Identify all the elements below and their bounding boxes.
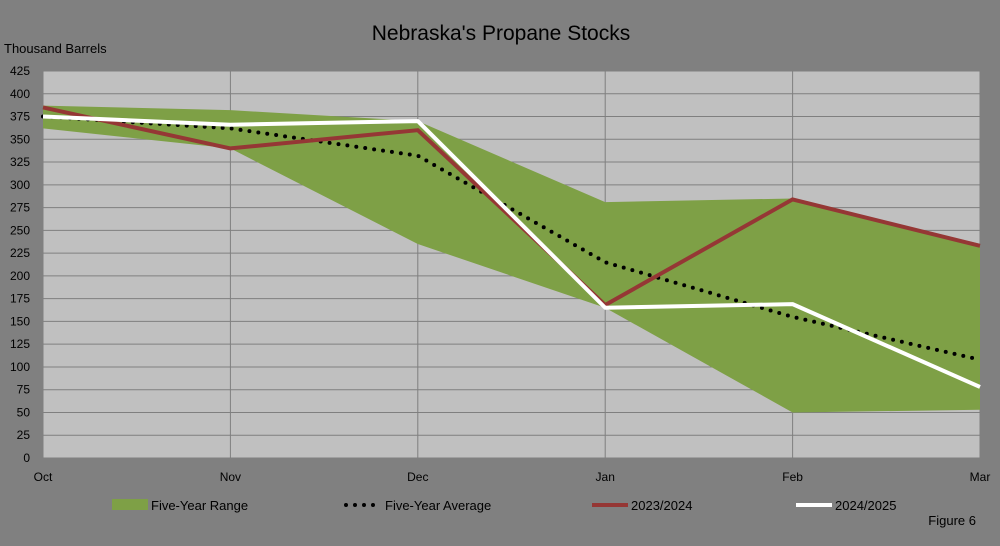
chart-title: Nebraska's Propane Stocks	[372, 22, 630, 45]
y-tick-label: 425	[10, 64, 30, 78]
legend-label-five-year-range: Five-Year Range	[151, 498, 248, 513]
x-tick-labels: Oct Nov Dec Jan Feb Mar	[34, 470, 991, 484]
legend-label-five-year-average: Five-Year Average	[385, 498, 491, 513]
y-tick-label: 300	[10, 178, 30, 192]
y-tick-labels: 0 25 50 75 100 125 150 175 200 225 250 275 300 325 350…	[10, 64, 30, 465]
five-year-range-area	[43, 105, 980, 413]
legend-label-2024-2025: 2024/2025	[835, 498, 896, 513]
y-tick-label: 375	[10, 110, 30, 124]
y-tick-label: 200	[10, 269, 30, 283]
y-tick-label: 325	[10, 155, 30, 169]
x-tick-label: Mar	[970, 470, 991, 484]
series-lines	[41, 105, 982, 389]
y-axis-label: Thousand Barrels	[4, 41, 107, 56]
x-tick-label: Jan	[596, 470, 615, 484]
y-tick-label: 175	[10, 292, 30, 306]
legend-label-2023-2024: 2023/2024	[631, 498, 692, 513]
five-year-range-band	[43, 105, 980, 413]
y-tick-label: 25	[17, 428, 31, 442]
x-tick-label: Nov	[220, 470, 241, 484]
series-line-2024-2025	[42, 114, 981, 389]
legend: Five-Year Range Five-Year Average 2023/202…	[112, 498, 896, 513]
figure-label: Figure 6	[928, 513, 976, 528]
y-tick-label: 400	[10, 87, 30, 101]
y-tick-label: 250	[10, 223, 30, 237]
y-tick-label: 150	[10, 314, 30, 328]
y-tick-label: 50	[17, 405, 31, 419]
x-tick-label: Feb	[782, 470, 803, 484]
y-tick-label: 75	[17, 383, 31, 397]
y-tick-label: 275	[10, 201, 30, 215]
y-tick-label: 100	[10, 360, 30, 374]
series-line-five-year-average	[41, 114, 982, 362]
y-tick-label: 125	[10, 337, 30, 351]
x-tick-label: Dec	[407, 470, 428, 484]
legend-swatch-five-year-range	[112, 499, 148, 510]
series-line-2023-2024	[42, 105, 981, 308]
y-tick-label: 225	[10, 246, 30, 260]
y-tick-label: 0	[23, 451, 30, 465]
y-tick-label: 350	[10, 132, 30, 146]
x-tick-label: Oct	[34, 470, 53, 484]
